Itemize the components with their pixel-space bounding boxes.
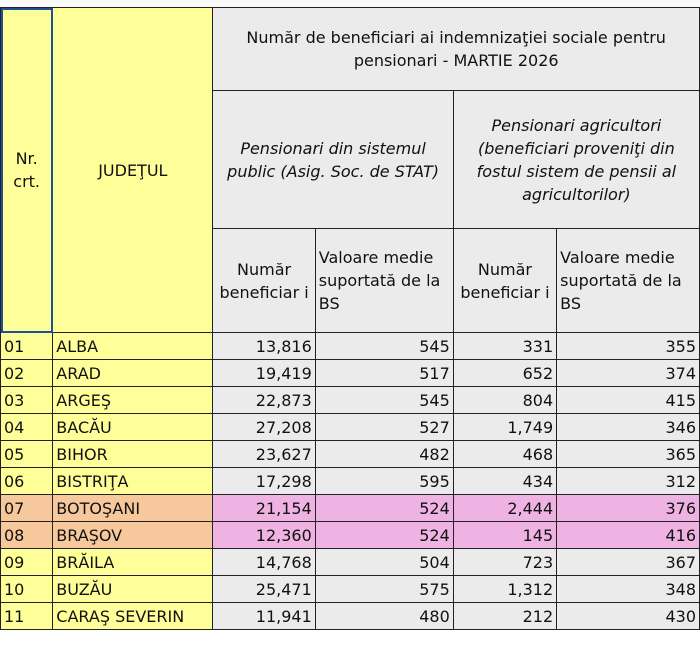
cell-valoare-public[interactable]: 517 (314, 359, 454, 387)
cell-numar-agricultori[interactable]: 2,444 (452, 494, 558, 522)
cell-judet[interactable]: BOTOŞANI (52, 494, 214, 522)
cell-nr[interactable]: 10 (0, 575, 54, 603)
cell-valoare-public[interactable]: 575 (314, 575, 454, 603)
cell-valoare-public[interactable]: 524 (314, 521, 454, 549)
cell-valoare-agricultori[interactable]: 365 (556, 440, 700, 468)
cell-nr[interactable]: 03 (0, 386, 54, 414)
cell-valoare-agricultori[interactable]: 355 (556, 332, 700, 360)
judet-header[interactable]: JUDEŢUL (52, 7, 214, 333)
table-row: 08 BRAŞOV 12,360 524 145 416 (0, 521, 700, 549)
cell-valoare-agricultori[interactable]: 415 (556, 386, 700, 414)
cell-valoare-public[interactable]: 527 (314, 413, 454, 441)
cell-judet[interactable]: ALBA (52, 332, 214, 360)
col-numar-agricultori[interactable]: Număr beneficiar i (452, 228, 558, 333)
spreadsheet: Nr. crt. JUDEŢUL Număr de beneficiari ai… (0, 7, 700, 630)
cell-nr[interactable]: 05 (0, 440, 54, 468)
cell-nr[interactable]: 09 (0, 548, 54, 576)
cell-numar-agricultori[interactable]: 468 (452, 440, 558, 468)
cell-judet[interactable]: BACĂU (52, 413, 214, 441)
cell-numar-public[interactable]: 23,627 (212, 440, 316, 468)
cell-numar-public[interactable]: 17,298 (212, 467, 316, 495)
cell-valoare-public[interactable]: 545 (314, 386, 454, 414)
cell-nr[interactable]: 04 (0, 413, 54, 441)
cell-judet[interactable]: CARAŞ SEVERIN (52, 602, 214, 630)
cell-numar-agricultori[interactable]: 331 (452, 332, 558, 360)
cell-valoare-agricultori[interactable]: 374 (556, 359, 700, 387)
cell-numar-public[interactable]: 12,360 (212, 521, 316, 549)
cell-numar-public[interactable]: 22,873 (212, 386, 316, 414)
cell-numar-public[interactable]: 27,208 (212, 413, 316, 441)
cell-nr[interactable]: 01 (0, 332, 54, 360)
cell-judet[interactable]: BISTRIŢA (52, 467, 214, 495)
cell-valoare-public[interactable]: 482 (314, 440, 454, 468)
table-row: 01 ALBA 13,816 545 331 355 (0, 332, 700, 360)
table-row: 07 BOTOŞANI 21,154 524 2,444 376 (0, 494, 700, 522)
cell-numar-public[interactable]: 25,471 (212, 575, 316, 603)
cell-judet[interactable]: ARAD (52, 359, 214, 387)
cell-valoare-agricultori[interactable]: 416 (556, 521, 700, 549)
cell-judet[interactable]: ARGEŞ (52, 386, 214, 414)
cell-numar-agricultori[interactable]: 1,749 (452, 413, 558, 441)
cell-numar-agricultori[interactable]: 1,312 (452, 575, 558, 603)
cell-numar-public[interactable]: 11,941 (212, 602, 316, 630)
table-row: 10 BUZĂU 25,471 575 1,312 348 (0, 575, 700, 603)
cell-numar-agricultori[interactable]: 434 (452, 467, 558, 495)
cell-judet[interactable]: BRĂILA (52, 548, 214, 576)
cell-numar-public[interactable]: 13,816 (212, 332, 316, 360)
cell-numar-public[interactable]: 19,419 (212, 359, 316, 387)
cell-valoare-agricultori[interactable]: 367 (556, 548, 700, 576)
table-row: 03 ARGEŞ 22,873 545 804 415 (0, 386, 700, 414)
cell-numar-agricultori[interactable]: 652 (452, 359, 558, 387)
table-row: 05 BIHOR 23,627 482 468 365 (0, 440, 700, 468)
cell-nr[interactable]: 07 (0, 494, 54, 522)
cell-valoare-agricultori[interactable]: 312 (556, 467, 700, 495)
cell-valoare-public[interactable]: 480 (314, 602, 454, 630)
table-row: 04 BACĂU 27,208 527 1,749 346 (0, 413, 700, 441)
nr-crt-header[interactable]: Nr. crt. (0, 7, 54, 333)
table-row: 06 BISTRIŢA 17,298 595 434 312 (0, 467, 700, 495)
col-valoare-public[interactable]: Valoare medie suportată de la BS (314, 228, 454, 333)
cell-nr[interactable]: 06 (0, 467, 54, 495)
cell-numar-agricultori[interactable]: 212 (452, 602, 558, 630)
cell-nr[interactable]: 08 (0, 521, 54, 549)
cell-numar-agricultori[interactable]: 723 (452, 548, 558, 576)
cell-valoare-public[interactable]: 504 (314, 548, 454, 576)
cell-nr[interactable]: 11 (0, 602, 54, 630)
cell-valoare-agricultori[interactable]: 376 (556, 494, 700, 522)
cell-nr[interactable]: 02 (0, 359, 54, 387)
cell-numar-public[interactable]: 14,768 (212, 548, 316, 576)
cell-numar-agricultori[interactable]: 804 (452, 386, 558, 414)
cell-valoare-public[interactable]: 595 (314, 467, 454, 495)
cell-judet[interactable]: BUZĂU (52, 575, 214, 603)
group-agricultori-header[interactable]: Pensionari agricultori (beneficiari prov… (452, 90, 700, 229)
cell-numar-public[interactable]: 21,154 (212, 494, 316, 522)
cell-valoare-public[interactable]: 524 (314, 494, 454, 522)
cell-numar-agricultori[interactable]: 145 (452, 521, 558, 549)
col-valoare-agricultori[interactable]: Valoare medie suportată de la BS (556, 228, 700, 333)
cell-valoare-public[interactable]: 545 (314, 332, 454, 360)
table-row: 09 BRĂILA 14,768 504 723 367 (0, 548, 700, 576)
table-row: 02 ARAD 19,419 517 652 374 (0, 359, 700, 387)
cell-valoare-agricultori[interactable]: 348 (556, 575, 700, 603)
col-numar-public[interactable]: Număr beneficiar i (212, 228, 316, 333)
cell-judet[interactable]: BIHOR (52, 440, 214, 468)
table-row: 11 CARAŞ SEVERIN 11,941 480 212 430 (0, 602, 700, 630)
cell-valoare-agricultori[interactable]: 346 (556, 413, 700, 441)
beneficiari-table: Nr. crt. JUDEŢUL Număr de beneficiari ai… (0, 7, 700, 630)
group-public-header[interactable]: Pensionari din sistemul public (Asig. So… (212, 90, 454, 229)
cell-judet[interactable]: BRAŞOV (52, 521, 214, 549)
cell-valoare-agricultori[interactable]: 430 (556, 602, 700, 630)
table-title[interactable]: Număr de beneficiari ai indemnizaţiei so… (212, 7, 700, 91)
